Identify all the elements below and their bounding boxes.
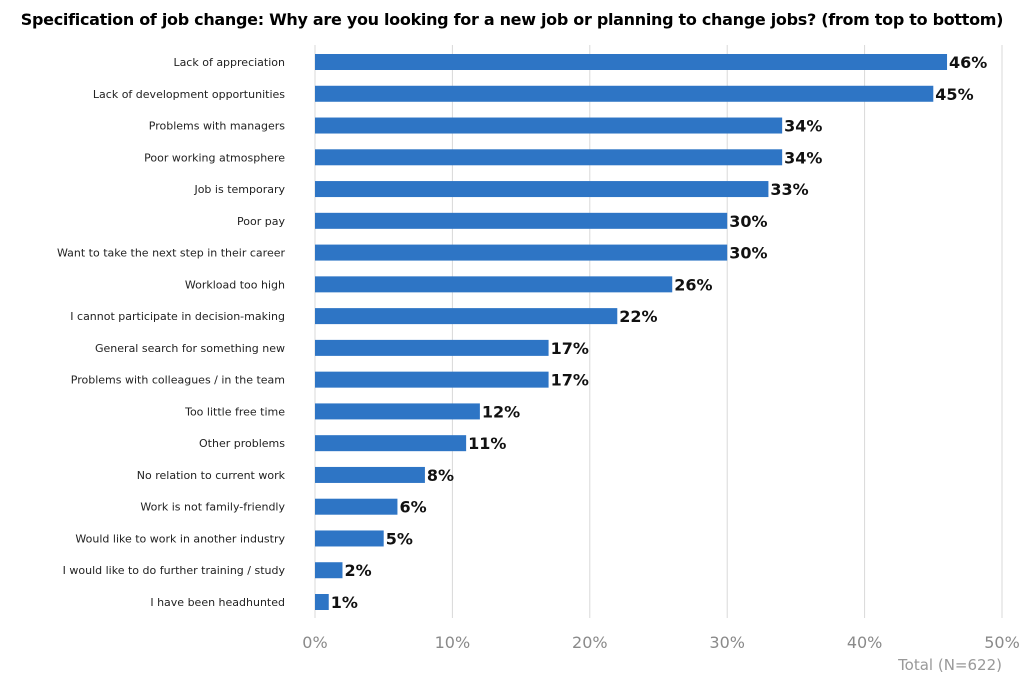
bar: [315, 594, 329, 610]
bar: [315, 54, 948, 70]
bar: [315, 308, 618, 325]
bar: [315, 339, 549, 356]
data-label: 34%: [784, 117, 822, 136]
data-label: 8%: [427, 466, 454, 485]
x-tick-label: 10%: [435, 633, 471, 652]
category-label: No relation to current work: [137, 469, 286, 482]
bar: [315, 466, 425, 483]
data-label: 33%: [770, 180, 808, 199]
x-tick-label: 20%: [572, 633, 608, 652]
data-label: 12%: [482, 402, 520, 421]
bar: [315, 85, 934, 102]
chart-title: Specification of job change: Why are you…: [20, 10, 1004, 29]
data-label: 34%: [784, 148, 822, 167]
data-label: 30%: [729, 212, 767, 231]
category-label: Lack of appreciation: [173, 56, 285, 69]
data-label: 5%: [386, 529, 413, 548]
category-label: Poor working atmosphere: [144, 151, 285, 164]
bar: [315, 371, 549, 388]
bar: [315, 149, 783, 166]
x-tick-label: 40%: [847, 633, 883, 652]
data-label: 30%: [729, 244, 767, 263]
bar: [315, 117, 783, 134]
data-label: 6%: [399, 498, 426, 517]
bar: [315, 562, 343, 579]
x-tick-label: 30%: [709, 633, 745, 652]
bar: [315, 403, 480, 420]
bar: [315, 244, 728, 261]
category-label: Want to take the next step in their care…: [57, 247, 285, 260]
data-label: 17%: [551, 339, 589, 358]
sample-size-note: Total (N=622): [898, 656, 1002, 674]
bar: [315, 212, 728, 229]
category-label: I cannot participate in decision-making: [70, 310, 285, 323]
category-label: Job is temporary: [193, 183, 285, 196]
x-tick-label: 50%: [984, 633, 1020, 652]
category-label: Problems with managers: [149, 120, 285, 133]
x-tick-label: 0%: [302, 633, 327, 652]
category-label: Other problems: [199, 437, 285, 450]
category-label: General search for something new: [95, 342, 285, 355]
bar: [315, 276, 673, 293]
category-label: Too little free time: [184, 405, 285, 418]
category-label: Work is not family-friendly: [140, 501, 285, 514]
data-label: 45%: [935, 85, 973, 104]
data-label: 2%: [344, 561, 371, 580]
data-label: 11%: [468, 434, 506, 453]
category-label: Problems with colleagues / in the team: [71, 374, 285, 387]
category-label: Lack of development opportunities: [93, 88, 285, 101]
category-label: Workload too high: [185, 278, 285, 291]
category-label: Would like to work in another industry: [75, 532, 285, 545]
data-label: 17%: [551, 371, 589, 390]
bar: [315, 181, 769, 198]
category-label: I would like to do further training / st…: [63, 564, 286, 577]
bar: [315, 530, 384, 547]
category-label: I have been headhunted: [150, 596, 285, 609]
data-label: 22%: [619, 307, 657, 326]
data-label: 46%: [949, 53, 987, 72]
bar: [315, 435, 467, 452]
data-label: 26%: [674, 275, 712, 294]
bar: [315, 498, 398, 515]
category-label: Poor pay: [237, 215, 285, 228]
data-label: 1%: [331, 593, 358, 612]
